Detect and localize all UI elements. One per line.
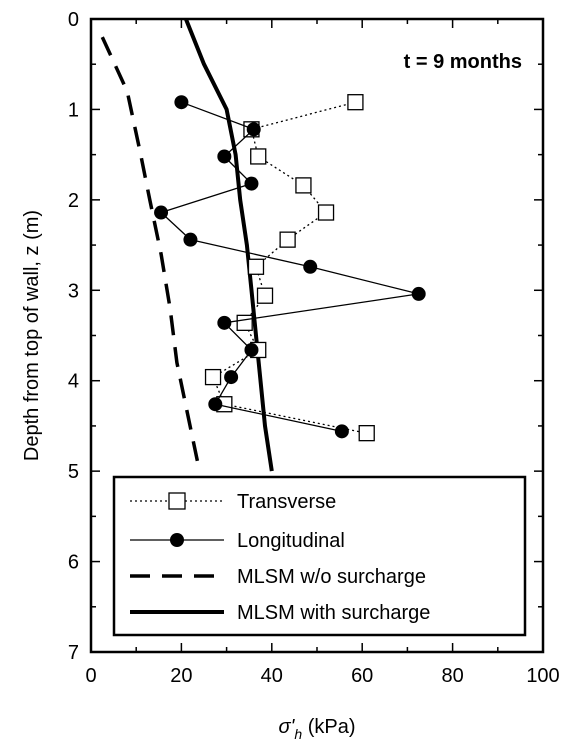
longitudinal-point: [246, 122, 261, 137]
x-tick-label: 0: [85, 665, 96, 687]
x-tick-label: 20: [170, 665, 192, 687]
transverse-point: [256, 287, 274, 304]
x-axis-title: σ'h (kPa): [278, 716, 355, 742]
transverse-point: [250, 148, 267, 165]
legend-label: Transverse: [237, 491, 336, 513]
y-tick-label: 5: [68, 461, 79, 483]
x-tick-label: 40: [261, 665, 283, 687]
y-tick-label: 6: [68, 552, 79, 574]
y-tick-label: 7: [68, 642, 79, 664]
series-mlsm-w-o-surcharge: [100, 36, 202, 472]
legend-item-longitudinal: Longitudinal: [130, 530, 345, 552]
series-transverse: [204, 94, 375, 442]
x-axis-subscript: h: [294, 726, 302, 742]
series-longitudinal: [154, 95, 426, 439]
x-tick-label: 100: [526, 665, 559, 687]
plot-marks: [100, 18, 426, 472]
transverse-point: [295, 177, 312, 194]
transverse-point: [358, 425, 375, 442]
legend-marker-square: [168, 492, 186, 510]
legend-item-mlsm-with-surcharge: MLSM with surcharge: [130, 602, 430, 624]
x-tick-label: 80: [441, 665, 463, 687]
y-tick-label: 1: [68, 99, 79, 121]
longitudinal-point: [174, 95, 189, 110]
longitudinal-point: [244, 176, 259, 191]
x-axis-symbol: σ': [278, 716, 295, 738]
longitudinal-point: [154, 205, 169, 220]
y-tick-label: 2: [68, 190, 79, 212]
annotation-text: t = 9 months: [404, 51, 522, 73]
series-mlsm-with-surcharge: [184, 18, 274, 472]
axis-ticks: 0 20 40 60 80 100 0 1 2 3 4 5 6 7: [68, 9, 560, 687]
y-tick-label: 0: [68, 9, 79, 31]
legend-label: MLSM with surcharge: [237, 602, 430, 624]
longitudinal-point: [217, 149, 232, 164]
transverse-point: [279, 231, 296, 248]
series-line-longitudinal: [160, 101, 420, 433]
longitudinal-point: [334, 424, 349, 439]
longitudinal-point: [411, 286, 426, 301]
x-tick-label: 60: [351, 665, 373, 687]
legend-item-transverse: Transverse: [130, 491, 336, 513]
x-axis-unit: (kPa): [302, 716, 355, 738]
transverse-point: [247, 258, 265, 275]
transverse-point: [204, 368, 222, 386]
legend-marker-circle: [170, 533, 184, 547]
longitudinal-point: [244, 342, 259, 357]
longitudinal-point: [303, 259, 318, 274]
legend-item-mlsm-w-o-surcharge: MLSM w/o surcharge: [130, 566, 426, 588]
longitudinal-point: [217, 315, 232, 330]
legend-label: Longitudinal: [237, 530, 345, 552]
series-line-mlsm-with-surcharge: [184, 18, 274, 472]
longitudinal-point: [208, 397, 223, 412]
y-axis-title: Depth from top of wall, z (m): [21, 210, 43, 461]
transverse-point: [347, 94, 364, 111]
legend: Transverse Longitudinal MLSM w/o surcharge…: [112, 475, 527, 637]
transverse-point: [317, 204, 335, 221]
transverse-point: [236, 314, 253, 331]
series-line-mlsm-w-o-surcharge: [100, 36, 202, 472]
longitudinal-point: [224, 370, 239, 385]
y-tick-label: 4: [68, 371, 79, 393]
y-tick-label: 3: [68, 280, 79, 302]
legend-label: MLSM w/o surcharge: [237, 566, 426, 588]
longitudinal-point: [183, 232, 198, 247]
